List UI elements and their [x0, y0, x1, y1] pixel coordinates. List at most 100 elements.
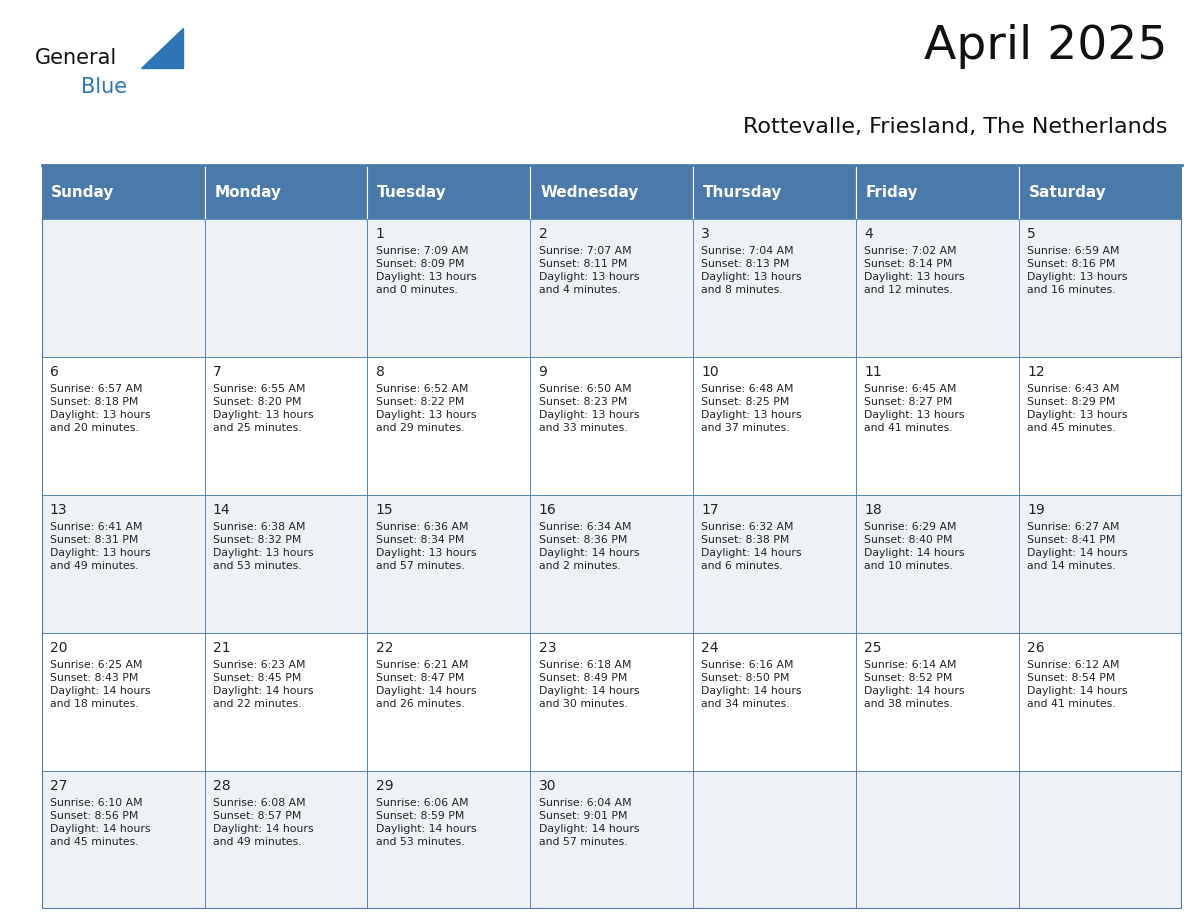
Bar	[204, 771, 367, 909]
Text: Sunrise: 6:06 AM
Sunset: 8:59 PM
Daylight: 14 hours
and 53 minutes.: Sunrise: 6:06 AM Sunset: 8:59 PM Dayligh…	[375, 799, 476, 846]
Text: 15: 15	[375, 503, 393, 517]
Text: 12: 12	[1028, 365, 1045, 379]
Text: 19: 19	[1028, 503, 1045, 517]
Text: Sunrise: 6:38 AM
Sunset: 8:32 PM
Daylight: 13 hours
and 53 minutes.: Sunrise: 6:38 AM Sunset: 8:32 PM Dayligh…	[213, 522, 314, 571]
Text: Sunrise: 6:14 AM
Sunset: 8:52 PM
Daylight: 14 hours
and 38 minutes.: Sunrise: 6:14 AM Sunset: 8:52 PM Dayligh…	[865, 660, 965, 709]
Bar	[857, 165, 1019, 218]
Text: 9: 9	[538, 365, 548, 379]
Text: 16: 16	[538, 503, 556, 517]
Bar	[530, 771, 694, 909]
Bar	[857, 357, 1019, 495]
Text: 25: 25	[865, 641, 881, 655]
Text: Sunrise: 6:18 AM
Sunset: 8:49 PM
Daylight: 14 hours
and 30 minutes.: Sunrise: 6:18 AM Sunset: 8:49 PM Dayligh…	[538, 660, 639, 709]
Bar	[694, 495, 857, 633]
Text: 13: 13	[50, 503, 68, 517]
Bar	[1019, 357, 1182, 495]
Bar	[530, 218, 694, 357]
Text: Sunrise: 6:21 AM
Sunset: 8:47 PM
Daylight: 14 hours
and 26 minutes.: Sunrise: 6:21 AM Sunset: 8:47 PM Dayligh…	[375, 660, 476, 709]
Bar	[367, 771, 530, 909]
Text: Sunrise: 6:57 AM
Sunset: 8:18 PM
Daylight: 13 hours
and 20 minutes.: Sunrise: 6:57 AM Sunset: 8:18 PM Dayligh…	[50, 385, 150, 432]
Bar	[204, 633, 367, 771]
Bar	[530, 495, 694, 633]
Bar	[367, 218, 530, 357]
Text: Sunrise: 6:23 AM
Sunset: 8:45 PM
Daylight: 14 hours
and 22 minutes.: Sunrise: 6:23 AM Sunset: 8:45 PM Dayligh…	[213, 660, 314, 709]
Text: Sunrise: 6:04 AM
Sunset: 9:01 PM
Daylight: 14 hours
and 57 minutes.: Sunrise: 6:04 AM Sunset: 9:01 PM Dayligh…	[538, 799, 639, 846]
Text: 14: 14	[213, 503, 230, 517]
Text: 8: 8	[375, 365, 385, 379]
Text: Monday: Monday	[214, 185, 282, 199]
Text: General: General	[36, 48, 118, 68]
Text: 20: 20	[50, 641, 68, 655]
Text: Sunrise: 6:48 AM
Sunset: 8:25 PM
Daylight: 13 hours
and 37 minutes.: Sunrise: 6:48 AM Sunset: 8:25 PM Dayligh…	[701, 385, 802, 432]
Text: Rottevalle, Friesland, The Netherlands: Rottevalle, Friesland, The Netherlands	[744, 117, 1168, 137]
Text: Sunrise: 6:08 AM
Sunset: 8:57 PM
Daylight: 14 hours
and 49 minutes.: Sunrise: 6:08 AM Sunset: 8:57 PM Dayligh…	[213, 799, 314, 846]
Text: Sunrise: 7:09 AM
Sunset: 8:09 PM
Daylight: 13 hours
and 0 minutes.: Sunrise: 7:09 AM Sunset: 8:09 PM Dayligh…	[375, 246, 476, 295]
Text: 4: 4	[865, 227, 873, 241]
Text: Tuesday: Tuesday	[378, 185, 447, 199]
Text: 28: 28	[213, 779, 230, 793]
Text: April 2025: April 2025	[924, 24, 1168, 69]
Bar	[367, 357, 530, 495]
Bar	[857, 771, 1019, 909]
Bar	[1019, 633, 1182, 771]
Polygon shape	[141, 28, 183, 68]
Bar	[694, 165, 857, 218]
Text: Sunrise: 6:27 AM
Sunset: 8:41 PM
Daylight: 14 hours
and 14 minutes.: Sunrise: 6:27 AM Sunset: 8:41 PM Dayligh…	[1028, 522, 1127, 571]
Text: 11: 11	[865, 365, 883, 379]
Text: Sunrise: 6:32 AM
Sunset: 8:38 PM
Daylight: 14 hours
and 6 minutes.: Sunrise: 6:32 AM Sunset: 8:38 PM Dayligh…	[701, 522, 802, 571]
Text: Sunrise: 6:52 AM
Sunset: 8:22 PM
Daylight: 13 hours
and 29 minutes.: Sunrise: 6:52 AM Sunset: 8:22 PM Dayligh…	[375, 385, 476, 432]
Text: 30: 30	[538, 779, 556, 793]
Text: Thursday: Thursday	[703, 185, 783, 199]
Text: Sunrise: 7:04 AM
Sunset: 8:13 PM
Daylight: 13 hours
and 8 minutes.: Sunrise: 7:04 AM Sunset: 8:13 PM Dayligh…	[701, 246, 802, 295]
Bar	[530, 633, 694, 771]
Text: Sunday: Sunday	[51, 185, 115, 199]
Text: Sunrise: 6:25 AM
Sunset: 8:43 PM
Daylight: 14 hours
and 18 minutes.: Sunrise: 6:25 AM Sunset: 8:43 PM Dayligh…	[50, 660, 150, 709]
Text: Sunrise: 6:55 AM
Sunset: 8:20 PM
Daylight: 13 hours
and 25 minutes.: Sunrise: 6:55 AM Sunset: 8:20 PM Dayligh…	[213, 385, 314, 432]
Bar	[694, 633, 857, 771]
Text: Sunrise: 6:16 AM
Sunset: 8:50 PM
Daylight: 14 hours
and 34 minutes.: Sunrise: 6:16 AM Sunset: 8:50 PM Dayligh…	[701, 660, 802, 709]
Text: 3: 3	[701, 227, 710, 241]
Text: Sunrise: 6:59 AM
Sunset: 8:16 PM
Daylight: 13 hours
and 16 minutes.: Sunrise: 6:59 AM Sunset: 8:16 PM Dayligh…	[1028, 246, 1127, 295]
Bar	[857, 495, 1019, 633]
Bar	[367, 633, 530, 771]
Text: Sunrise: 6:29 AM
Sunset: 8:40 PM
Daylight: 14 hours
and 10 minutes.: Sunrise: 6:29 AM Sunset: 8:40 PM Dayligh…	[865, 522, 965, 571]
Text: Sunrise: 6:36 AM
Sunset: 8:34 PM
Daylight: 13 hours
and 57 minutes.: Sunrise: 6:36 AM Sunset: 8:34 PM Dayligh…	[375, 522, 476, 571]
Text: Saturday: Saturday	[1029, 185, 1107, 199]
Bar	[367, 165, 530, 218]
Bar	[42, 218, 204, 357]
Text: Sunrise: 6:10 AM
Sunset: 8:56 PM
Daylight: 14 hours
and 45 minutes.: Sunrise: 6:10 AM Sunset: 8:56 PM Dayligh…	[50, 799, 150, 846]
Bar	[42, 771, 204, 909]
Bar	[42, 357, 204, 495]
Text: 29: 29	[375, 779, 393, 793]
Text: 27: 27	[50, 779, 68, 793]
Text: 18: 18	[865, 503, 883, 517]
Text: Sunrise: 6:12 AM
Sunset: 8:54 PM
Daylight: 14 hours
and 41 minutes.: Sunrise: 6:12 AM Sunset: 8:54 PM Dayligh…	[1028, 660, 1127, 709]
Bar	[42, 165, 204, 218]
Text: 2: 2	[538, 227, 548, 241]
Bar	[42, 495, 204, 633]
Text: Sunrise: 6:41 AM
Sunset: 8:31 PM
Daylight: 13 hours
and 49 minutes.: Sunrise: 6:41 AM Sunset: 8:31 PM Dayligh…	[50, 522, 150, 571]
Text: 6: 6	[50, 365, 58, 379]
Text: 21: 21	[213, 641, 230, 655]
Text: 1: 1	[375, 227, 385, 241]
Text: 10: 10	[701, 365, 719, 379]
Text: Blue: Blue	[81, 77, 127, 97]
Text: 5: 5	[1028, 227, 1036, 241]
Text: Sunrise: 6:50 AM
Sunset: 8:23 PM
Daylight: 13 hours
and 33 minutes.: Sunrise: 6:50 AM Sunset: 8:23 PM Dayligh…	[538, 385, 639, 432]
Bar	[204, 357, 367, 495]
Bar	[1019, 771, 1182, 909]
Bar	[530, 165, 694, 218]
Bar	[204, 218, 367, 357]
Bar	[530, 357, 694, 495]
Bar	[204, 165, 367, 218]
Bar	[1019, 495, 1182, 633]
Text: Sunrise: 6:34 AM
Sunset: 8:36 PM
Daylight: 14 hours
and 2 minutes.: Sunrise: 6:34 AM Sunset: 8:36 PM Dayligh…	[538, 522, 639, 571]
Text: Sunrise: 7:02 AM
Sunset: 8:14 PM
Daylight: 13 hours
and 12 minutes.: Sunrise: 7:02 AM Sunset: 8:14 PM Dayligh…	[865, 246, 965, 295]
Bar	[857, 218, 1019, 357]
Bar	[857, 633, 1019, 771]
Text: 22: 22	[375, 641, 393, 655]
Bar	[367, 495, 530, 633]
Text: Wednesday: Wednesday	[541, 185, 638, 199]
Text: 26: 26	[1028, 641, 1045, 655]
Bar	[694, 218, 857, 357]
